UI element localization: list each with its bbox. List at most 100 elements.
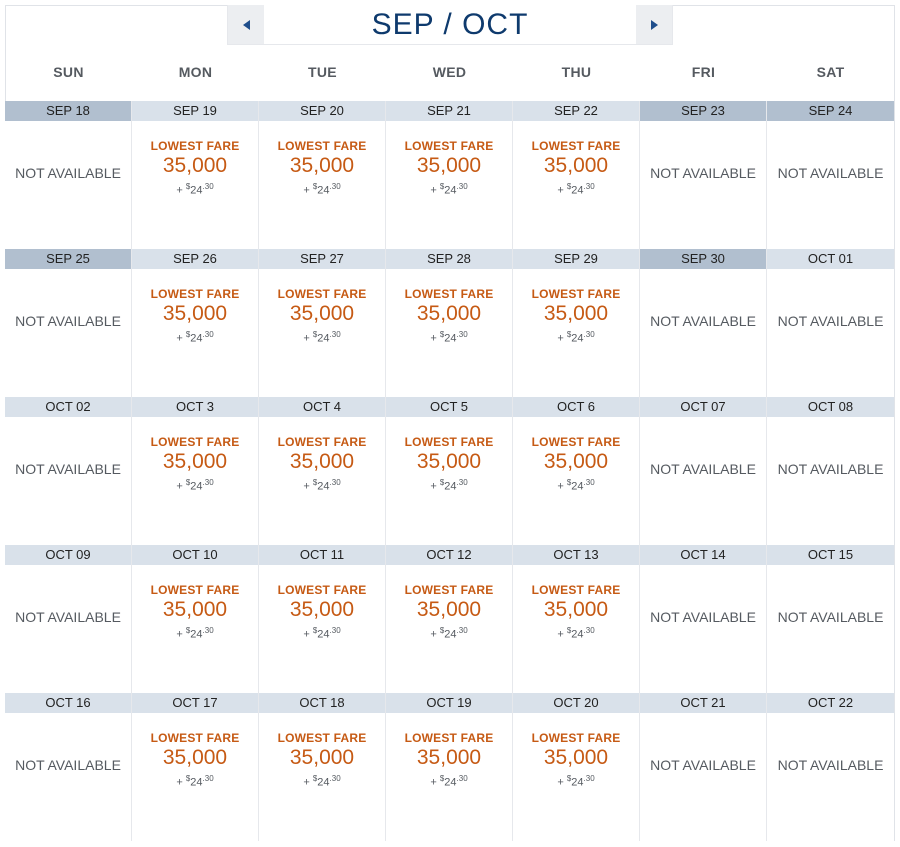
tax-amount: 24 — [444, 184, 457, 197]
fare-taxes: + $24.30 — [513, 774, 639, 789]
day-cell-unavailable: OCT 07 NOT AVAILABLE — [640, 397, 767, 545]
fare-block: LOWEST FARE 35,000 + $24.30 — [386, 731, 512, 789]
tax-currency: $ — [312, 478, 318, 487]
month-title: SEP / OCT — [371, 8, 529, 41]
fare-block: LOWEST FARE 35,000 + $24.30 — [386, 435, 512, 493]
day-date-label: OCT 5 — [386, 397, 512, 417]
fare-taxes: + $24.30 — [132, 774, 258, 789]
not-available-label: NOT AVAILABLE — [777, 313, 884, 329]
tax-amount: 24 — [190, 628, 203, 641]
day-cell-available[interactable]: SEP 20 LOWEST FARE 35,000 + $24.30 — [259, 101, 386, 249]
day-date-label: OCT 09 — [5, 545, 131, 565]
not-available-label: NOT AVAILABLE — [650, 609, 756, 625]
tax-cents: .30 — [456, 626, 468, 635]
fare-miles: 35,000 — [543, 154, 609, 177]
fare-miles: 35,000 — [289, 302, 355, 325]
lowest-fare-label: LOWEST FARE — [531, 731, 621, 745]
tax-currency: $ — [439, 774, 445, 783]
tax-cents: .30 — [456, 182, 468, 191]
tax-cents: .30 — [329, 774, 341, 783]
fare-miles: 35,000 — [543, 598, 609, 621]
tax-prefix: + — [430, 184, 440, 197]
day-cell-available[interactable]: SEP 19 LOWEST FARE 35,000 + $24.30 — [132, 101, 259, 249]
tax-cents: .30 — [329, 182, 341, 191]
calendar-week-row: OCT 02 NOT AVAILABLE OCT 3 LOWEST FARE 35,00… — [5, 397, 895, 545]
fare-miles: 35,000 — [543, 450, 609, 473]
fare-taxes: + $24.30 — [513, 182, 639, 197]
calendar-week-row: SEP 18 NOT AVAILABLE SEP 19 LOWEST FARE 35,0… — [5, 101, 895, 249]
tax-prefix: + — [176, 628, 186, 641]
fare-miles: 35,000 — [416, 302, 482, 325]
tax-amount: 24 — [444, 776, 457, 789]
tax-prefix: + — [303, 776, 313, 789]
previous-month-button[interactable] — [228, 5, 264, 44]
tax-cents: .30 — [456, 774, 468, 783]
fare-taxes: + $24.30 — [132, 478, 258, 493]
fare-taxes: + $24.30 — [513, 626, 639, 641]
tax-prefix: + — [430, 480, 440, 493]
fare-block: LOWEST FARE 35,000 + $24.30 — [259, 435, 385, 493]
tax-prefix: + — [557, 184, 567, 197]
day-cell-available[interactable]: OCT 13 LOWEST FARE 35,000 + $24.30 — [513, 545, 640, 693]
day-date-label: OCT 07 — [640, 397, 766, 417]
fare-block: LOWEST FARE 35,000 + $24.30 — [259, 287, 385, 345]
day-date-label: SEP 29 — [513, 249, 639, 269]
calendar-week-row: OCT 16 NOT AVAILABLE OCT 17 LOWEST FARE 35,0… — [5, 693, 895, 841]
weekday-label: MON — [178, 64, 213, 80]
tax-currency: $ — [185, 626, 191, 635]
day-cell-available[interactable]: OCT 11 LOWEST FARE 35,000 + $24.30 — [259, 545, 386, 693]
lowest-fare-label: LOWEST FARE — [531, 435, 621, 449]
day-cell-available[interactable]: SEP 21 LOWEST FARE 35,000 + $24.30 — [386, 101, 513, 249]
day-date-label: SEP 30 — [640, 249, 766, 269]
fare-taxes: + $24.30 — [259, 182, 385, 197]
day-cell-available[interactable]: SEP 27 LOWEST FARE 35,000 + $24.30 — [259, 249, 386, 397]
day-cell-unavailable: OCT 15 NOT AVAILABLE — [767, 545, 894, 693]
lowest-fare-label: LOWEST FARE — [150, 435, 240, 449]
weekday-label: FRI — [691, 64, 716, 80]
tax-cents: .30 — [456, 330, 468, 339]
day-cell-available[interactable]: OCT 10 LOWEST FARE 35,000 + $24.30 — [132, 545, 259, 693]
day-cell-available[interactable]: OCT 3 LOWEST FARE 35,000 + $24.30 — [132, 397, 259, 545]
day-cell-available[interactable]: SEP 29 LOWEST FARE 35,000 + $24.30 — [513, 249, 640, 397]
fare-block: LOWEST FARE 35,000 + $24.30 — [386, 583, 512, 641]
day-date-label: OCT 20 — [513, 693, 639, 713]
day-date-label: OCT 21 — [640, 693, 766, 713]
tax-currency: $ — [312, 626, 318, 635]
tax-amount: 24 — [571, 332, 584, 345]
tax-prefix: + — [303, 480, 313, 493]
day-cell-available[interactable]: OCT 4 LOWEST FARE 35,000 + $24.30 — [259, 397, 386, 545]
day-cell-unavailable: SEP 18 NOT AVAILABLE — [5, 101, 132, 249]
fare-block: LOWEST FARE 35,000 + $24.30 — [132, 583, 258, 641]
lowest-fare-label: LOWEST FARE — [150, 731, 240, 745]
fare-block: LOWEST FARE 35,000 + $24.30 — [386, 139, 512, 197]
fare-miles: 35,000 — [289, 450, 355, 473]
fare-taxes: + $24.30 — [386, 774, 512, 789]
day-cell-unavailable: SEP 30 NOT AVAILABLE — [640, 249, 767, 397]
arrow-left-icon — [242, 19, 250, 30]
day-cell-unavailable: OCT 14 NOT AVAILABLE — [640, 545, 767, 693]
day-date-label: OCT 14 — [640, 545, 766, 565]
day-date-label: SEP 21 — [386, 101, 512, 121]
not-available-label: NOT AVAILABLE — [650, 313, 756, 329]
lowest-fare-label: LOWEST FARE — [531, 139, 621, 153]
day-cell-available[interactable]: OCT 5 LOWEST FARE 35,000 + $24.30 — [386, 397, 513, 545]
day-cell-available[interactable]: OCT 19 LOWEST FARE 35,000 + $24.30 — [386, 693, 513, 841]
not-available-label: NOT AVAILABLE — [15, 165, 121, 181]
next-month-button[interactable] — [636, 5, 672, 44]
day-cell-available[interactable]: OCT 17 LOWEST FARE 35,000 + $24.30 — [132, 693, 259, 841]
day-cell-available[interactable]: OCT 18 LOWEST FARE 35,000 + $24.30 — [259, 693, 386, 841]
day-cell-available[interactable]: SEP 28 LOWEST FARE 35,000 + $24.30 — [386, 249, 513, 397]
fare-taxes: + $24.30 — [513, 330, 639, 345]
day-cell-unavailable: SEP 24 NOT AVAILABLE — [767, 101, 894, 249]
not-available-label: NOT AVAILABLE — [15, 461, 121, 477]
day-cell-available[interactable]: OCT 20 LOWEST FARE 35,000 + $24.30 — [513, 693, 640, 841]
weekday-label: WED — [432, 64, 467, 80]
day-cell-available[interactable]: OCT 12 LOWEST FARE 35,000 + $24.30 — [386, 545, 513, 693]
fare-miles: 35,000 — [162, 598, 228, 621]
day-cell-available[interactable]: SEP 26 LOWEST FARE 35,000 + $24.30 — [132, 249, 259, 397]
day-cell-available[interactable]: OCT 6 LOWEST FARE 35,000 + $24.30 — [513, 397, 640, 545]
fare-miles: 35,000 — [416, 598, 482, 621]
fare-miles: 35,000 — [416, 154, 482, 177]
fare-block: LOWEST FARE 35,000 + $24.30 — [513, 139, 639, 197]
day-cell-available[interactable]: SEP 22 LOWEST FARE 35,000 + $24.30 — [513, 101, 640, 249]
